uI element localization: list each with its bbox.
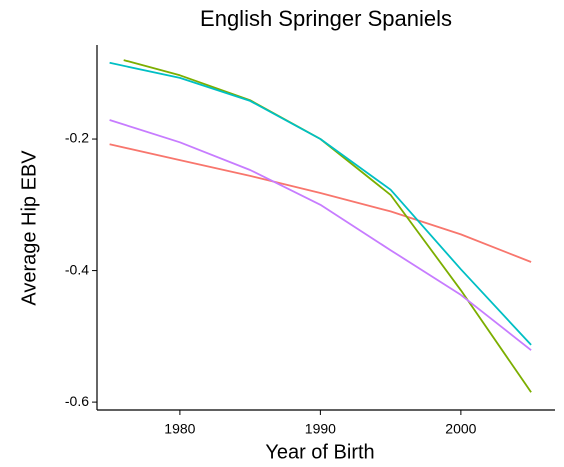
x-tick-label: 2000 xyxy=(445,421,476,437)
y-tick-label: -0.2 xyxy=(65,130,89,146)
x-axis-label: Year of Birth xyxy=(265,441,374,463)
line-series xyxy=(109,143,532,263)
y-axis-label: Average Hip EBV xyxy=(18,150,40,306)
line-series xyxy=(109,119,532,351)
y-tick-label: -0.6 xyxy=(65,393,89,409)
x-tick-label: 1990 xyxy=(305,421,336,437)
line-series xyxy=(109,61,532,346)
x-tick-label: 1980 xyxy=(164,421,195,437)
line-series xyxy=(123,59,532,393)
y-tick-label: -0.4 xyxy=(65,261,89,277)
chart-title: English Springer Spaniels xyxy=(200,6,452,31)
